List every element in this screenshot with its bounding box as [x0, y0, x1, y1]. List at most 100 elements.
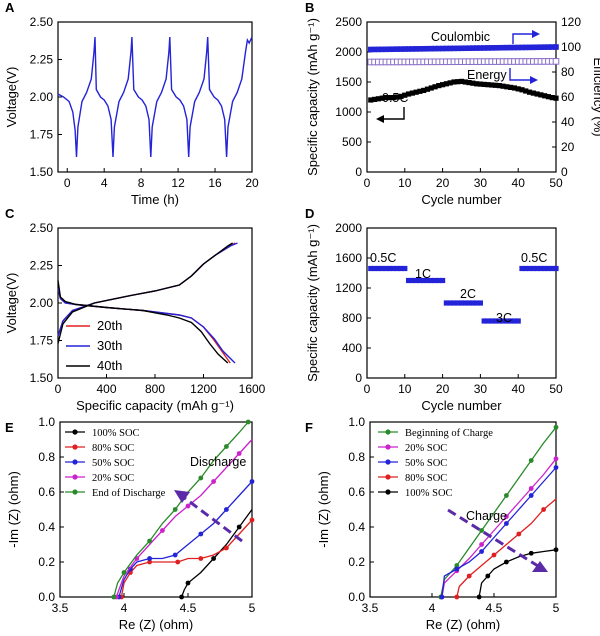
- y-tick-label: 0.8: [348, 450, 365, 464]
- nyquist-point: [172, 507, 178, 512]
- legend-marker: [72, 444, 78, 450]
- rate-point: [534, 265, 540, 272]
- x-tick-label: 4.5: [180, 601, 197, 615]
- panel-label: E: [5, 420, 14, 435]
- nyquist-point: [504, 493, 509, 498]
- nyquist-point: [245, 419, 251, 425]
- capacity-point: [542, 93, 548, 99]
- rate-point: [398, 265, 404, 272]
- rate-label: 0.5C: [370, 251, 396, 265]
- rate-point: [504, 318, 510, 324]
- capacity-point: [496, 83, 502, 89]
- discharge-curve-30th: [57, 287, 236, 364]
- coulombic-efficiency-point: [473, 45, 480, 51]
- y-axis-label: Specific capacity (mAh g⁻¹): [305, 18, 320, 176]
- x-tick-label: 1200: [190, 382, 217, 396]
- y-tick-label: 800: [342, 311, 362, 325]
- y-tick-label: 0.8: [38, 450, 55, 464]
- nyquist-point: [553, 424, 559, 430]
- coulombic-efficiency-point: [553, 44, 559, 50]
- coulombic-efficiency-point: [485, 45, 491, 51]
- rate-point: [375, 265, 381, 272]
- rate-point: [409, 277, 415, 284]
- coulombic-efficiency-point: [500, 44, 506, 51]
- x-tick-label: 8: [138, 176, 145, 190]
- coulombic-efficiency-point: [424, 45, 431, 52]
- coulombic-efficiency-point: [470, 45, 476, 51]
- y-axis-label: -Im (Z) (ohm): [316, 471, 331, 548]
- energy-efficiency-point: [552, 58, 560, 65]
- plot-frame: [366, 227, 557, 379]
- nyquist-point: [111, 594, 117, 600]
- nyquist-point: [185, 503, 191, 509]
- y-tick-label: 0: [355, 165, 362, 179]
- capacity-point: [443, 81, 449, 87]
- nyquist-point: [541, 507, 546, 512]
- x-tick-label: 50: [549, 176, 563, 190]
- capacity-point: [470, 80, 476, 86]
- coulombic-efficiency-point: [538, 44, 544, 51]
- coulombic-efficiency-point: [402, 46, 408, 52]
- capacity-point: [409, 90, 415, 96]
- capacity-point: [534, 91, 540, 97]
- coulombic-efficiency-point: [436, 45, 442, 52]
- coulombic-efficiency-point: [386, 46, 393, 53]
- nyquist-line-3: [115, 439, 253, 598]
- discharge-curve-40th: [57, 280, 229, 364]
- capacity-point: [549, 95, 555, 101]
- capacity-point: [477, 81, 483, 87]
- rate-point: [474, 300, 480, 306]
- coulombic-efficiency-point: [454, 45, 461, 52]
- nyquist-point: [466, 573, 472, 579]
- legend-marker: [72, 459, 78, 465]
- legend-label: End of Discharge: [92, 488, 166, 499]
- capacity-point: [458, 78, 465, 84]
- coulombic-efficiency-point: [549, 44, 556, 50]
- nyquist-point: [160, 528, 165, 533]
- x-tick-label: 4: [429, 601, 436, 615]
- coulombic-efficiency-point: [447, 45, 453, 52]
- annotation-charge: Charge: [466, 509, 507, 523]
- coulombic-efficiency-point: [515, 44, 521, 51]
- rate-point: [421, 277, 427, 284]
- rate-point: [523, 265, 529, 272]
- capacity-point: [545, 94, 552, 100]
- y-tick-label: 1.75: [30, 334, 54, 348]
- x-tick-label: 30: [474, 176, 488, 190]
- y-tick-label: 2.50: [30, 15, 54, 29]
- rate-point: [549, 265, 555, 272]
- x-tick-label: 400: [96, 382, 116, 396]
- direction-arrow: [447, 508, 539, 568]
- x-tick-label: 4: [101, 176, 108, 190]
- legend-marker: [385, 429, 391, 435]
- panel-label: B: [305, 0, 314, 15]
- capacity-point: [485, 82, 491, 88]
- coulombic-efficiency-point: [439, 45, 446, 52]
- y-tick-label: 2.25: [30, 259, 54, 273]
- capacity-point: [553, 95, 559, 101]
- y-tick-label: 2.25: [30, 53, 54, 67]
- coulombic-efficiency-point: [462, 45, 469, 52]
- legend-marker: [385, 459, 391, 465]
- rate-point: [428, 277, 434, 284]
- y-tick-label: 0.2: [348, 555, 365, 569]
- annotation-rate: 0.5C: [382, 91, 408, 105]
- y-tick-label: 1.50: [30, 371, 54, 385]
- coulombic-efficiency-point: [451, 45, 457, 52]
- capacity-point: [511, 85, 518, 91]
- x-axis-label: Specific capacity (mAh g⁻¹): [76, 398, 234, 413]
- rate-point: [481, 318, 487, 324]
- y-tick-label: 1.75: [30, 128, 54, 142]
- nyquist-point: [454, 566, 460, 572]
- rate-point: [508, 318, 514, 324]
- panel-c: 0 400 800 1200 1600 1.50 1.75 2.00 2.25 2.50 Speci…: [4, 206, 266, 413]
- x-tick-label: 0: [64, 176, 71, 190]
- legend-marker: [385, 444, 391, 450]
- plot-frame: [59, 421, 253, 598]
- rate-point: [371, 265, 378, 272]
- panel-d: 0 10 20 30 40 50 0 400 800 1200 1600 2000 Cycle numb…: [305, 206, 563, 413]
- plot-frame: [57, 21, 253, 173]
- rate-point: [526, 265, 533, 272]
- panel-e: 3.5 4 4.5 5 0.0 0.2 0.4 0.6 0.8 1.0 Re (Z) (ohm) -I…: [5, 415, 256, 632]
